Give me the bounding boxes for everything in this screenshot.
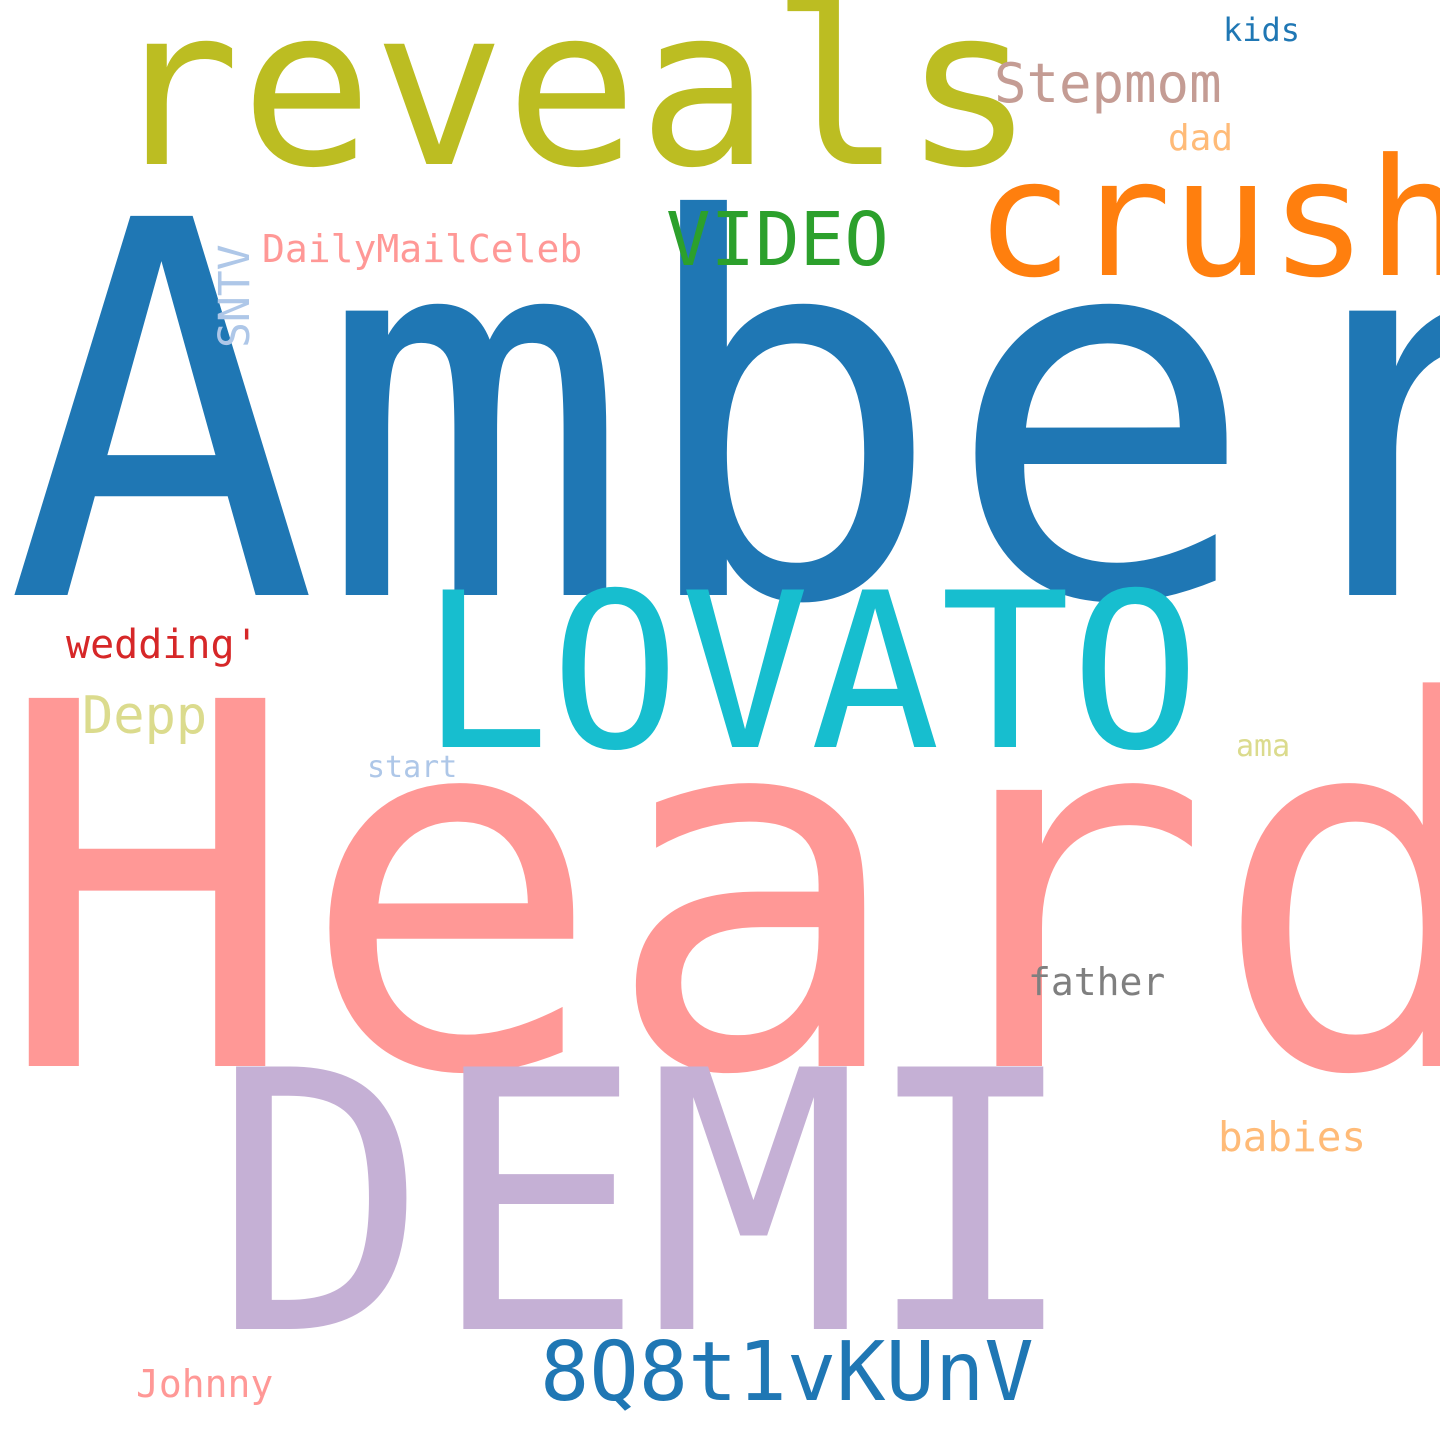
word-lovato: LOVATO	[420, 547, 1201, 798]
word-stepmom: Stepmom	[994, 52, 1222, 115]
word-ama: ama	[1236, 729, 1291, 764]
word-depp: Depp	[82, 686, 208, 746]
word-father: father	[1028, 960, 1166, 1004]
word-crush: crush	[975, 125, 1440, 314]
word-8q8t1vkunv: 8Q8t1vKUnV	[540, 1325, 1034, 1420]
word-amber: Amber	[5, 112, 1440, 718]
word-heard: Heard	[0, 598, 1440, 1186]
word-sntv: SNTV	[210, 244, 260, 348]
word-video: VIDEO	[666, 197, 889, 283]
word-babies: babies	[1218, 1113, 1367, 1161]
word-dailymailceleb: DailyMailCeleb	[262, 227, 583, 271]
word-start: start	[367, 750, 458, 785]
word-kids: kids	[1223, 11, 1301, 49]
word-dad: dad	[1168, 118, 1234, 159]
word-wedding: wedding'	[66, 622, 259, 668]
word-demi: DEMI	[212, 995, 1079, 1414]
word-johnny: Johnny	[136, 1362, 274, 1406]
word-reveals: reveals	[108, 0, 1036, 216]
